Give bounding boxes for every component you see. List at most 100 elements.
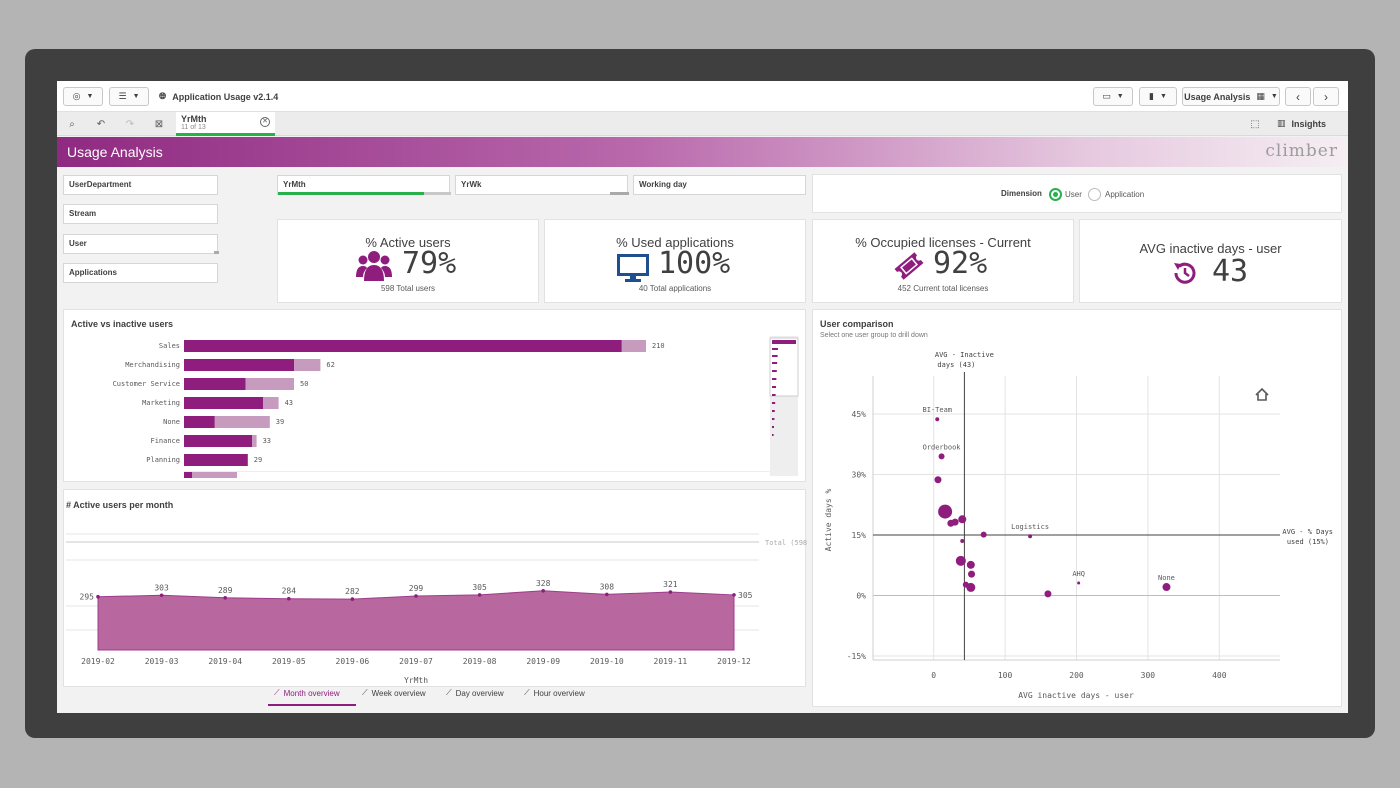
scatter-point[interactable] — [966, 582, 976, 592]
sheet-list-button[interactable]: ☰ ▼ — [109, 87, 149, 106]
bookmark-button[interactable]: ▮ ▼ — [1139, 87, 1177, 106]
bar-inactive[interactable] — [294, 359, 321, 371]
filter-applications[interactable]: Applications — [63, 263, 218, 283]
area-point[interactable] — [732, 593, 736, 597]
bar-category-label: Finance — [150, 437, 180, 445]
scatter-point[interactable] — [980, 531, 987, 538]
filter-yrwk[interactable]: YrWk — [455, 175, 629, 195]
filter-label: Stream — [69, 209, 97, 218]
active-tab-indicator — [268, 704, 356, 706]
chevron-left-icon: ‹ — [1296, 89, 1300, 104]
area-point[interactable] — [541, 588, 545, 593]
present-button[interactable]: ▭ ▼ — [1093, 87, 1133, 106]
filter-label: Working day — [639, 180, 687, 189]
kpi-value: 79% — [402, 246, 457, 281]
scatter-point[interactable] — [955, 555, 966, 566]
area-point[interactable] — [223, 596, 227, 600]
scatter-point[interactable] — [960, 539, 965, 544]
area-series — [97, 590, 735, 651]
bar-active[interactable] — [184, 454, 248, 466]
bar-inactive[interactable] — [263, 397, 279, 409]
tab-day-overview[interactable]: ⟋ Day overview — [446, 688, 504, 698]
filter-user[interactable]: User — [63, 234, 219, 254]
bar-inactive[interactable] — [621, 340, 646, 352]
scatter-point[interactable] — [934, 476, 942, 484]
kpi-active-users[interactable]: % Active users 79% 598 Total users — [277, 219, 539, 303]
area-point[interactable] — [414, 594, 418, 598]
scatter-point[interactable] — [1162, 583, 1171, 592]
mini-bar — [772, 394, 776, 396]
filter-yrmth[interactable]: YrMth — [277, 175, 451, 195]
step-forward-icon[interactable]: ↷ — [125, 118, 135, 130]
area-point[interactable] — [668, 590, 673, 594]
area-value-label: 303 — [154, 583, 169, 592]
scatter-point[interactable] — [966, 560, 975, 569]
radio-application[interactable] — [1088, 188, 1101, 201]
active-users-per-month-chart[interactable]: # Active users per month Total (598) 295 2… — [63, 489, 807, 687]
sheet-header: Usage Analysis climber — [57, 137, 1348, 167]
scatter-point[interactable] — [951, 518, 959, 526]
smart-search-icon[interactable]: ⌕ — [69, 118, 75, 130]
area-point[interactable] — [96, 594, 100, 599]
bar-active[interactable] — [184, 397, 264, 409]
bar-active[interactable] — [184, 378, 246, 390]
filter-stream[interactable]: Stream — [63, 204, 218, 224]
scatter-point[interactable] — [1028, 534, 1033, 539]
step-back-icon[interactable]: ↶ — [96, 118, 106, 130]
bar-active[interactable] — [184, 359, 294, 371]
scatter-point[interactable] — [958, 515, 967, 524]
scroll-fade — [184, 471, 774, 472]
kpi-subtitle: 598 Total users — [380, 284, 436, 293]
kpi-avg-inactive-days[interactable]: AVG inactive days - user 43 — [1079, 219, 1342, 303]
scatter-point[interactable] — [935, 417, 940, 422]
navigation-button[interactable]: ◎ ▼ — [63, 87, 103, 106]
sheet-selector[interactable]: Usage Analysis ▦ ▼ — [1182, 87, 1280, 106]
filter-userdepartment[interactable]: UserDepartment — [63, 175, 218, 195]
sheet-title: Usage Analysis — [67, 144, 163, 160]
kpi-used-applications[interactable]: % Used applications 100% 40 Total applic… — [544, 219, 806, 303]
scatter-point[interactable] — [938, 453, 945, 460]
user-comparison-chart[interactable]: User comparison Select one user group to… — [812, 309, 1342, 707]
clock-refresh-icon — [1174, 262, 1196, 284]
scatter-point[interactable] — [938, 504, 953, 519]
bar-active[interactable] — [184, 340, 622, 352]
scatter-point[interactable] — [1077, 581, 1081, 585]
area-value-label: 295 — [80, 593, 95, 602]
close-icon[interactable]: ✕ — [260, 117, 270, 127]
mini-bar — [772, 418, 775, 420]
bar-inactive[interactable] — [214, 416, 270, 428]
monitor-icon — [617, 254, 649, 282]
bar-active[interactable] — [184, 435, 253, 447]
bar-value-label: 210 — [652, 342, 665, 350]
area-point[interactable] — [159, 593, 164, 598]
kpi-occupied-licenses[interactable]: % Occupied licenses - Current 92% 452 Cu… — [812, 219, 1074, 303]
radio-user[interactable] — [1049, 188, 1062, 201]
filter-working-day[interactable]: Working day — [633, 175, 806, 195]
selection-tool-icon[interactable]: ⬚ — [1250, 118, 1260, 130]
bar-active[interactable] — [184, 416, 215, 428]
area-value-label: 284 — [282, 587, 297, 596]
previous-sheet-button[interactable]: ‹ — [1285, 87, 1311, 106]
area-point[interactable] — [287, 596, 291, 601]
scatter-point[interactable] — [1044, 590, 1052, 598]
clear-selections-icon[interactable]: ⊠ — [154, 118, 164, 130]
tab-month-overview[interactable]: ⟋ Month overview — [274, 688, 340, 698]
area-point[interactable] — [477, 593, 482, 597]
bar-category-label: None — [163, 418, 180, 426]
bar-inactive[interactable] — [252, 435, 257, 447]
insights-button[interactable]: ▥ Insights — [1277, 118, 1326, 129]
selection-state-bar — [278, 192, 424, 195]
next-sheet-button[interactable]: › — [1313, 87, 1339, 106]
bar-value-label: 33 — [263, 437, 271, 445]
bar-inactive[interactable] — [245, 378, 294, 390]
active-vs-inactive-chart[interactable]: Active vs inactive users Sales 210 Merchan… — [63, 309, 806, 482]
kpi-subtitle: 40 Total applications — [638, 284, 712, 293]
selection-chip[interactable]: YrMth 11 of 13 ✕ — [176, 112, 275, 136]
tab-hour-overview[interactable]: ⟋ Hour overview — [524, 688, 585, 698]
area-point[interactable] — [350, 597, 355, 601]
tab-week-overview[interactable]: ⟋ Week overview — [362, 688, 426, 698]
area-point[interactable] — [605, 592, 609, 597]
home-icon[interactable] — [1255, 387, 1269, 401]
scatter-point[interactable] — [968, 570, 976, 578]
compass-icon: ◎ — [72, 91, 81, 101]
